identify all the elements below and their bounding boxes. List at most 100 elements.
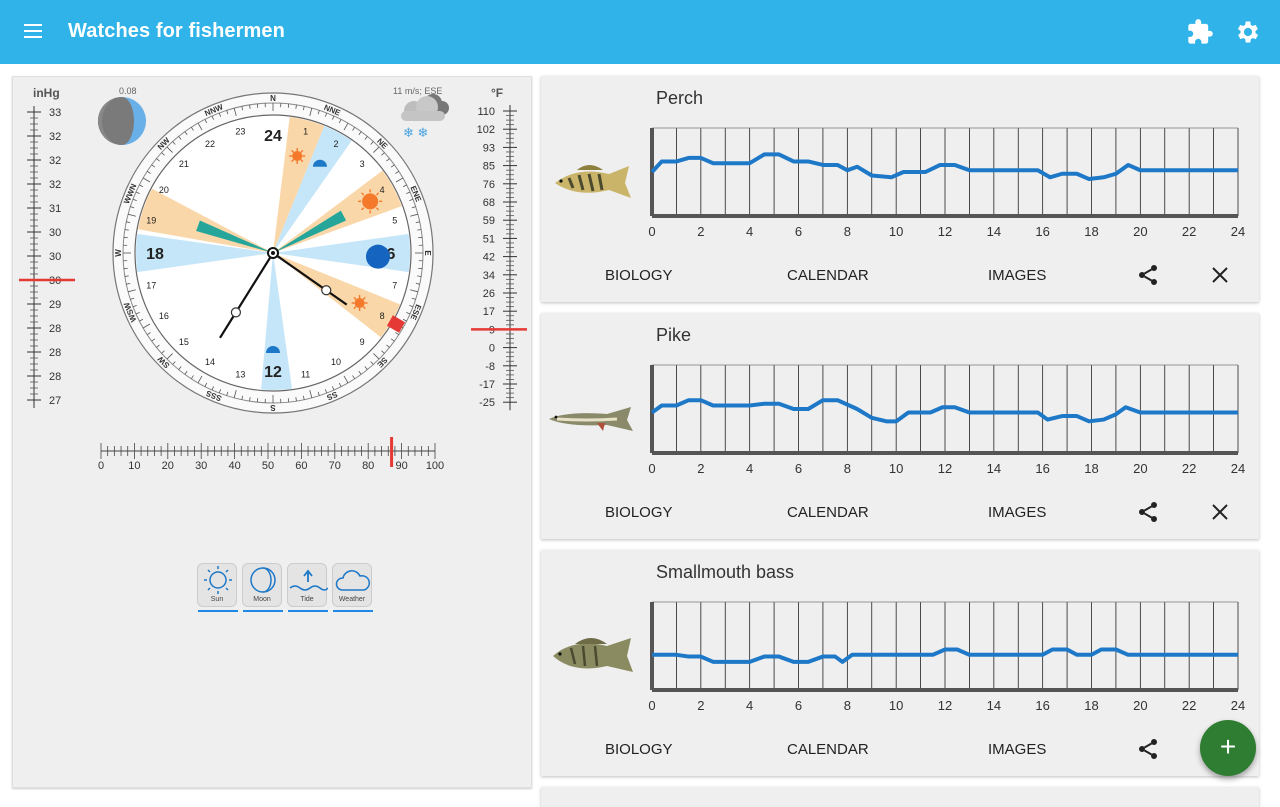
- percent-tick-label: 50: [262, 460, 274, 472]
- calendar-button[interactable]: CALENDAR: [787, 504, 869, 521]
- x-tick-label: 6: [795, 698, 802, 713]
- x-tick-label: 22: [1182, 698, 1196, 713]
- moon-phase-value: 0.08: [119, 86, 137, 96]
- x-tick-label: 18: [1084, 698, 1098, 713]
- x-tick-label: 0: [648, 461, 655, 476]
- x-tick-label: 0: [648, 698, 655, 713]
- x-tick-label: 0: [648, 224, 655, 239]
- images-button[interactable]: IMAGES: [988, 741, 1046, 758]
- clock-panel-graphics: inHg 33323232313030302928282827 °F 11010…: [13, 77, 533, 789]
- moon-tool-button[interactable]: Moon: [242, 563, 282, 607]
- dial-hour-label: 10: [331, 357, 341, 367]
- card-actions: BIOLOGY CALENDAR IMAGES: [541, 261, 1259, 291]
- calendar-button[interactable]: CALENDAR: [787, 267, 869, 284]
- cloud-snow-icon: ❄ ❄: [401, 94, 449, 140]
- x-tick-label: 20: [1133, 224, 1147, 239]
- x-tick-label: 12: [938, 224, 952, 239]
- x-tick-label: 4: [746, 698, 753, 713]
- scale-tick-label: 32: [49, 131, 61, 143]
- scale-tick-label: 17: [483, 306, 495, 318]
- dial-direction-label: S: [270, 403, 276, 412]
- tide-tool-label: Tide: [288, 596, 326, 603]
- dial-hour-label: 8: [380, 311, 385, 321]
- scale-tick-label: 110: [477, 106, 495, 118]
- images-button[interactable]: IMAGES: [988, 267, 1046, 284]
- biology-button[interactable]: BIOLOGY: [605, 504, 673, 521]
- x-tick-label: 14: [987, 461, 1001, 476]
- moon-position-icon: [366, 245, 390, 269]
- fish-name: Pike: [656, 325, 691, 346]
- tide-tool-button[interactable]: Tide: [287, 563, 327, 607]
- scale-tick-label: 93: [483, 142, 495, 154]
- add-fish-button[interactable]: +: [1200, 720, 1256, 776]
- biology-button[interactable]: BIOLOGY: [605, 741, 673, 758]
- percent-tick-label: 70: [329, 460, 341, 472]
- scale-tick-label: 0: [489, 343, 495, 355]
- gear-icon[interactable]: [1234, 18, 1262, 46]
- percent-tick-label: 40: [228, 460, 240, 472]
- dial-hour-label: 24: [264, 128, 282, 145]
- moon-phase-icon: [98, 97, 146, 145]
- dial-hour-label: 14: [205, 357, 215, 367]
- dial-direction-label: E: [423, 250, 432, 256]
- dial-hour-label: 9: [360, 337, 365, 347]
- scale-tick-label: 28: [49, 347, 61, 359]
- scale-tick-label: 28: [49, 323, 61, 335]
- x-tick-label: 16: [1035, 224, 1049, 239]
- x-tick-label: 2: [697, 461, 704, 476]
- fish-name: Smallmouth bass: [656, 562, 794, 583]
- card-actions: BIOLOGY CALENDAR IMAGES: [541, 735, 1259, 765]
- sun-event-icon: [362, 193, 378, 209]
- fish-card-partial: [541, 787, 1259, 807]
- dial-hour-label: 5: [392, 215, 397, 225]
- share-icon[interactable]: [1136, 500, 1160, 524]
- scale-tick-label: 26: [483, 288, 495, 300]
- images-button[interactable]: IMAGES: [988, 504, 1046, 521]
- tide-icon: [288, 564, 328, 598]
- thermometer-scale: 1101029385766859514234261790-8-17-25: [471, 105, 527, 410]
- scale-tick-label: 29: [49, 299, 61, 311]
- x-tick-label: 14: [987, 224, 1001, 239]
- x-tick-label: 10: [889, 698, 903, 713]
- x-tick-label: 18: [1084, 224, 1098, 239]
- x-tick-label: 2: [697, 698, 704, 713]
- dial-hour-label: 21: [179, 159, 189, 169]
- sun-tool-button[interactable]: Sun: [197, 563, 237, 607]
- scale-tick-label: -17: [479, 379, 495, 391]
- close-icon[interactable]: [1208, 500, 1232, 524]
- scale-tick-label: 30: [49, 227, 61, 239]
- cloud-icon: [333, 564, 373, 598]
- x-tick-label: 12: [938, 698, 952, 713]
- x-tick-label: 24: [1231, 461, 1245, 476]
- share-icon[interactable]: [1136, 737, 1160, 761]
- weather-tool-button[interactable]: Weather: [332, 563, 372, 607]
- x-tick-label: 8: [844, 698, 851, 713]
- dial-hour-label: 23: [235, 126, 245, 136]
- scale-tick-label: 33: [49, 107, 61, 119]
- x-tick-label: 24: [1231, 698, 1245, 713]
- moon-tool-label: Moon: [243, 596, 281, 603]
- x-tick-label: 6: [795, 461, 802, 476]
- share-icon[interactable]: [1136, 263, 1160, 287]
- dial-hour-label: 13: [235, 370, 245, 380]
- dial-hour-label: 7: [392, 281, 397, 291]
- scale-tick-label: 68: [483, 197, 495, 209]
- percent-tick-label: 30: [195, 460, 207, 472]
- x-tick-label: 12: [938, 461, 952, 476]
- biology-button[interactable]: BIOLOGY: [605, 267, 673, 284]
- calendar-button[interactable]: CALENDAR: [787, 741, 869, 758]
- close-icon[interactable]: [1208, 263, 1232, 287]
- percent-tick-label: 10: [128, 460, 140, 472]
- scale-tick-label: 28: [49, 371, 61, 383]
- barometer-scale: 33323232313030302928282827: [19, 106, 75, 408]
- x-tick-label: 16: [1035, 698, 1049, 713]
- sun-event-icon: [292, 151, 302, 161]
- puzzle-icon[interactable]: [1186, 18, 1214, 46]
- x-tick-label: 22: [1182, 461, 1196, 476]
- x-tick-label: 10: [889, 224, 903, 239]
- menu-icon[interactable]: [22, 20, 50, 44]
- card-actions: BIOLOGY CALENDAR IMAGES: [541, 498, 1259, 528]
- x-tick-label: 4: [746, 224, 753, 239]
